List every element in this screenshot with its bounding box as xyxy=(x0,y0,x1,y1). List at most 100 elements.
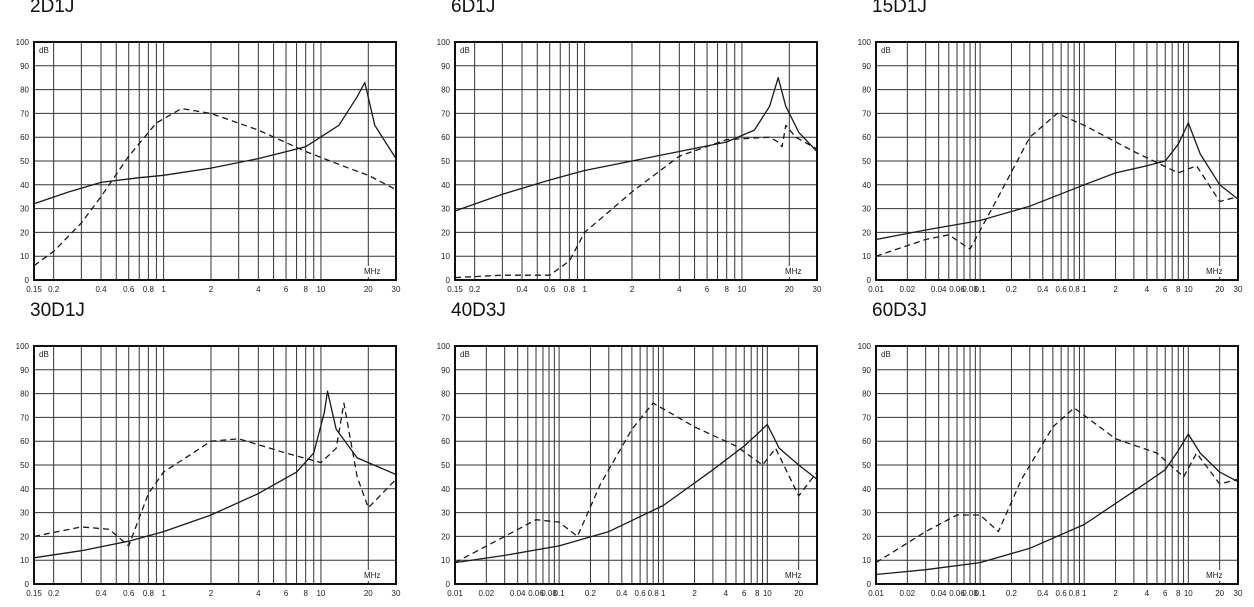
x-tick-label: 0.04 xyxy=(931,589,947,598)
y-tick-label: 10 xyxy=(862,252,871,261)
y-tick-label: 70 xyxy=(20,413,29,422)
chart-6d1j: 0 10 20 30 40 50 60 70 80 90 100 0.15 0.2 0.4 0.6 0.8 1 2… xyxy=(437,38,822,294)
x-unit-label: MHz xyxy=(1206,571,1222,580)
x-tick-label: 0.08 xyxy=(962,589,978,598)
x-tick-label: 0.02 xyxy=(900,589,916,598)
y-unit-label: dB xyxy=(460,46,470,55)
x-tick-label: 2 xyxy=(1113,285,1118,294)
y-tick-label: 30 xyxy=(20,509,29,518)
y-tick-label: 80 xyxy=(441,390,450,399)
chart-panel-6d1j: 6D1J 0 10 20 30 40 50 60 70 80 90 100 0.15 0.2 0.4 0.6… xyxy=(421,0,831,303)
unit-label-bg xyxy=(37,349,51,359)
y-unit-label: dB xyxy=(460,350,470,359)
x-tick-label: 0.1 xyxy=(554,589,566,598)
y-tick-label: 0 xyxy=(25,580,30,589)
y-tick-label: 100 xyxy=(437,342,451,351)
y-tick-label: 80 xyxy=(441,86,450,95)
x-tick-label: 0.2 xyxy=(48,589,60,598)
unit-label-bg xyxy=(37,45,51,55)
y-tick-label: 30 xyxy=(862,205,871,214)
chart-title: 60D3J xyxy=(872,300,927,321)
x-tick-label: 0.4 xyxy=(1037,589,1049,598)
y-tick-label: 40 xyxy=(862,181,871,190)
y-tick-label: 70 xyxy=(862,109,871,118)
x-tick-label: 0.6 xyxy=(635,589,647,598)
x-tick-label: 0.04 xyxy=(931,285,947,294)
y-tick-label: 80 xyxy=(20,390,29,399)
x-tick-label: 0.4 xyxy=(516,285,528,294)
chart-panel-30d1j: 30D1J 0 10 20 30 40 50 60 70 80 90 100 0.15 0.2 0.4 0.… xyxy=(0,300,410,607)
x-tick-label: 0.4 xyxy=(616,589,628,598)
grid xyxy=(876,346,1238,584)
grid xyxy=(455,346,817,584)
y-tick-label: 10 xyxy=(441,556,450,565)
x-tick-label: 0.06 xyxy=(528,589,544,598)
y-tick-label: 0 xyxy=(446,580,451,589)
x-tick-label: 0.15 xyxy=(26,285,42,294)
x-tick-label: 0.2 xyxy=(48,285,60,294)
x-unit-label: MHz xyxy=(1206,267,1222,276)
y-tick-label: 40 xyxy=(20,485,29,494)
y-tick-label: 90 xyxy=(20,366,29,375)
plot-frame xyxy=(875,41,1239,281)
grid xyxy=(876,42,1238,280)
unit-label-bg xyxy=(458,349,472,359)
y-tick-label: 40 xyxy=(862,485,871,494)
x-tick-label: 10 xyxy=(1184,589,1193,598)
x-tick-label: 0.6 xyxy=(544,285,556,294)
y-tick-label: 40 xyxy=(441,181,450,190)
x-tick-label: 6 xyxy=(284,285,289,294)
x-tick-label: 2 xyxy=(630,285,635,294)
x-tick-label: 20 xyxy=(1215,589,1224,598)
unit-label-bg xyxy=(1203,266,1227,277)
y-unit-label: dB xyxy=(881,46,891,55)
y-tick-label: 90 xyxy=(862,366,871,375)
unit-label-bg xyxy=(361,570,385,581)
y-tick-label: 50 xyxy=(441,157,450,166)
y-tick-label: 60 xyxy=(862,133,871,142)
y-tick-label: 40 xyxy=(20,181,29,190)
x-tick-label: 1 xyxy=(161,589,166,598)
unit-label-bg xyxy=(458,45,472,55)
plot-frame xyxy=(875,345,1239,585)
series-line-solid xyxy=(875,122,1239,241)
y-tick-label: 50 xyxy=(862,461,871,470)
plot-frame xyxy=(33,41,397,281)
x-tick-label: 2 xyxy=(209,285,214,294)
y-tick-label: 60 xyxy=(862,437,871,446)
x-tick-label: 4 xyxy=(1145,589,1150,598)
unit-label-bg xyxy=(361,266,385,277)
grid xyxy=(455,42,817,280)
y-tick-label: 100 xyxy=(858,38,872,47)
x-tick-label: 20 xyxy=(364,285,373,294)
x-tick-label: 0.8 xyxy=(143,589,155,598)
x-unit-label: MHz xyxy=(364,267,380,276)
x-tick-label: 0.8 xyxy=(143,285,155,294)
x-tick-label: 30 xyxy=(1234,285,1243,294)
x-tick-label: 1 xyxy=(582,285,587,294)
x-tick-label: 30 xyxy=(392,589,401,598)
y-tick-label: 10 xyxy=(20,252,29,261)
x-tick-label: 10 xyxy=(316,285,325,294)
x-tick-label: 0.06 xyxy=(949,589,965,598)
x-tick-label: 0.2 xyxy=(1006,589,1018,598)
x-tick-label: 20 xyxy=(364,589,373,598)
y-tick-label: 20 xyxy=(20,532,29,541)
series-line-solid xyxy=(33,81,397,205)
x-tick-label: 0.4 xyxy=(95,589,107,598)
x-tick-label: 6 xyxy=(1163,285,1168,294)
x-tick-label: 30 xyxy=(813,285,822,294)
chart-panel-60d3j: 60D3J 0 10 20 30 40 50 60 70 80 90 100 0.01 0.02 0.04… xyxy=(842,300,1252,607)
y-tick-label: 90 xyxy=(441,62,450,71)
x-tick-label: 6 xyxy=(284,589,289,598)
y-tick-label: 50 xyxy=(441,461,450,470)
y-tick-label: 20 xyxy=(20,228,29,237)
x-tick-label: 2 xyxy=(209,589,214,598)
x-tick-label: 0.01 xyxy=(447,589,463,598)
y-tick-label: 90 xyxy=(862,62,871,71)
chart-30d1j: 0 10 20 30 40 50 60 70 80 90 100 0.15 0.2 0.4 0.6 0.8 1 2… xyxy=(16,342,401,598)
x-tick-label: 30 xyxy=(1234,589,1243,598)
chart-panel-40d3j: 40D3J 0 10 20 30 40 50 60 70 80 90 100 0.01 0.02 0.04… xyxy=(421,300,831,607)
x-tick-label: 0.8 xyxy=(564,285,576,294)
